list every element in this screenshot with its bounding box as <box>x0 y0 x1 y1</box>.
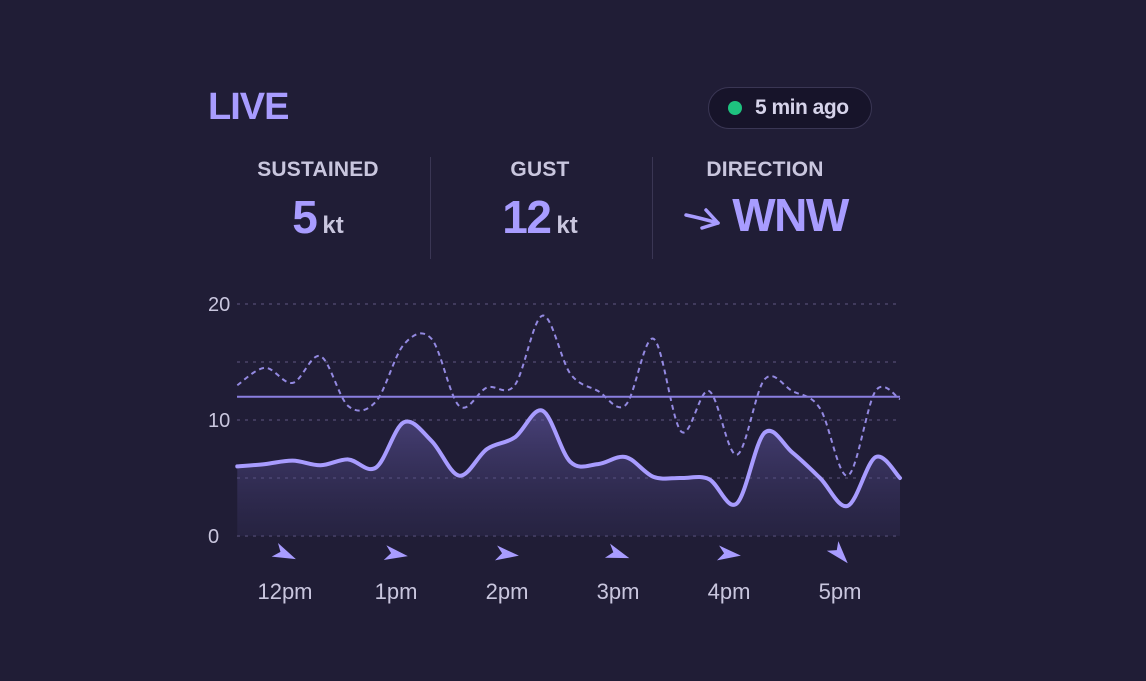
direction-label: DIRECTION <box>706 158 824 181</box>
gust-value: 12 <box>502 191 552 243</box>
stat-divider <box>652 157 653 259</box>
direction-arrow-icon <box>826 541 848 564</box>
stat-divider <box>430 157 431 259</box>
x-tick-label: 2pm <box>486 579 529 604</box>
sustained-stat: SUSTAINED 5 kt <box>232 156 404 260</box>
x-tick-label: 5pm <box>819 579 862 604</box>
sustained-line <box>235 408 902 509</box>
direction-arrow-icon <box>716 545 741 561</box>
live-title: LIVE <box>208 86 289 128</box>
y-tick-label: 10 <box>208 410 230 432</box>
sustained-label: SUSTAINED <box>257 158 379 181</box>
gust-unit: kt <box>556 212 578 239</box>
x-tick-label: 12pm <box>257 579 312 604</box>
gust-stat: GUST 12 kt <box>455 156 625 260</box>
x-tick-label: 3pm <box>597 579 640 604</box>
sustained-value: 5 <box>292 191 318 243</box>
direction-arrow-icon <box>494 545 519 561</box>
sustained-area <box>237 410 900 536</box>
x-tick-label: 1pm <box>375 579 418 604</box>
x-tick-label: 4pm <box>708 579 751 604</box>
direction-arrow-icon <box>604 543 630 559</box>
gust-line <box>236 314 901 477</box>
y-tick-label: 20 <box>208 294 230 316</box>
direction-arrow-icon <box>383 545 408 560</box>
status-text: 5 min ago <box>755 96 849 119</box>
status-badge: 5 min ago <box>708 87 872 129</box>
direction-stat: DIRECTION WNW <box>670 156 860 260</box>
y-tick-label: 0 <box>208 526 219 548</box>
sustained-unit: kt <box>322 212 344 239</box>
arrow-right-icon <box>682 194 724 236</box>
live-status-dot <box>728 101 742 115</box>
direction-arrow-icon <box>271 543 296 560</box>
direction-value: WNW <box>732 189 849 241</box>
gust-label: GUST <box>510 158 570 181</box>
